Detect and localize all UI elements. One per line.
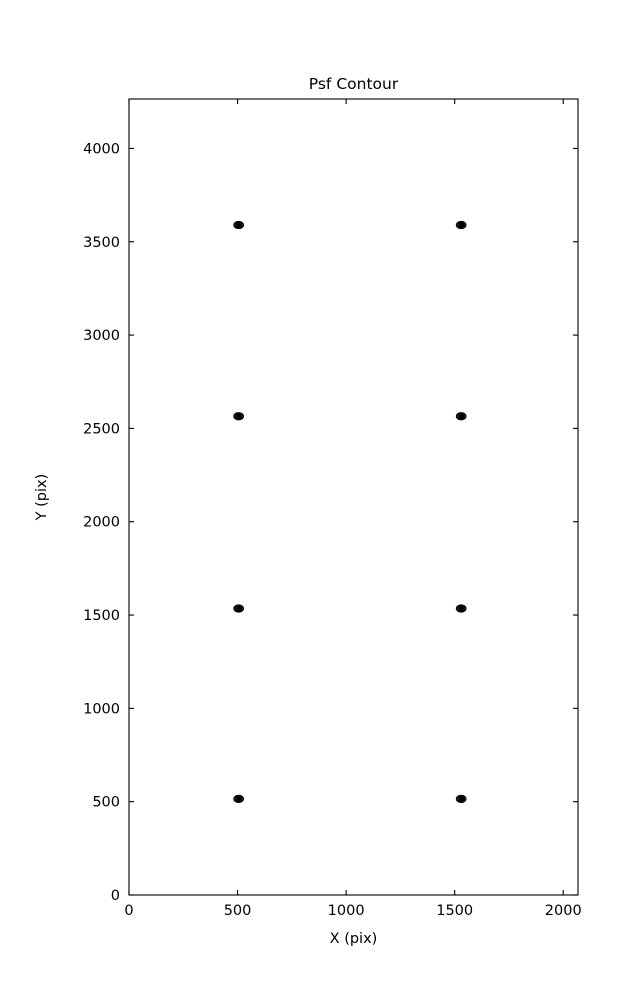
psf-contour-ring [234, 413, 243, 420]
y-tick-label: 500 [92, 795, 120, 811]
psf-core [236, 414, 241, 418]
psf-r2-c1 [233, 412, 244, 421]
psf-contour-ring [458, 796, 465, 802]
psf-contour-ring [457, 795, 466, 803]
x-tick-label: 0 [124, 903, 133, 919]
psf-core [459, 414, 463, 418]
x-axis-label: X (pix) [330, 931, 378, 947]
psf-contour-ring [455, 794, 467, 804]
psf-contour-ring [233, 794, 244, 804]
x-tick-label: 1500 [436, 903, 473, 919]
psf-contour-ring [234, 605, 243, 612]
page-title: Psf Contour [309, 75, 399, 93]
psf-contour-ring [235, 796, 242, 802]
psf-r4-c1 [233, 794, 244, 804]
y-tick-label: 1000 [83, 701, 120, 717]
psf-r3-c1 [233, 604, 244, 613]
psf-r1-c1 [233, 220, 244, 230]
x-tick-label: 1000 [328, 903, 365, 919]
y-axis-label: Y (pix) [34, 474, 50, 522]
psf-r1-c2 [455, 220, 467, 230]
psf-contour-ring [457, 221, 466, 229]
psf-contour-ring [457, 605, 466, 612]
psf-r4-c2 [455, 794, 467, 804]
psf-core [236, 797, 241, 801]
x-tick-label: 2000 [545, 903, 582, 919]
psf-core [236, 223, 241, 227]
y-tick-label: 3500 [83, 235, 120, 251]
axes-frame [128, 98, 579, 896]
psf-contour-ring [458, 606, 465, 611]
y-axis-ticks [129, 147, 578, 896]
contour-layer [233, 220, 467, 804]
psf-r3-c2 [455, 604, 467, 613]
psf-contour-ring [235, 606, 242, 611]
psf-contour-ring [455, 604, 467, 613]
psf-core [459, 797, 463, 801]
psf-contour-ring [455, 220, 467, 230]
psf-contour-ring [234, 221, 243, 229]
y-tick-label: 3000 [83, 328, 120, 344]
psf-contour-ring [458, 413, 465, 419]
x-tick-label: 500 [224, 903, 252, 919]
psf-r2-c2 [455, 412, 467, 421]
psf-contour-ring [455, 412, 467, 421]
y-tick-label: 1500 [83, 608, 120, 624]
psf-core [459, 223, 463, 227]
psf-core [459, 607, 463, 611]
psf-contour-ring [235, 222, 242, 228]
y-tick-label: 2500 [83, 421, 120, 437]
x-axis-ticks [128, 99, 564, 895]
psf-core [236, 607, 241, 611]
psf-contour-ring [458, 222, 465, 228]
psf-contour-ring [233, 220, 244, 230]
x-axis-tick-labels: 0 500 1000 1500 2000 [124, 903, 581, 919]
y-tick-label: 0 [111, 888, 120, 904]
psf-contour-ring [234, 795, 243, 803]
psf-contour-ring [235, 413, 242, 419]
psf-contour-ring [457, 413, 466, 420]
y-tick-label: 2000 [83, 515, 120, 531]
psf-contour-ring [233, 604, 244, 613]
y-tick-label: 4000 [83, 141, 120, 157]
psf-contour-ring [233, 412, 244, 421]
y-axis-tick-labels: 0 500 1000 1500 2000 2500 3000 3500 4000 [83, 141, 120, 904]
